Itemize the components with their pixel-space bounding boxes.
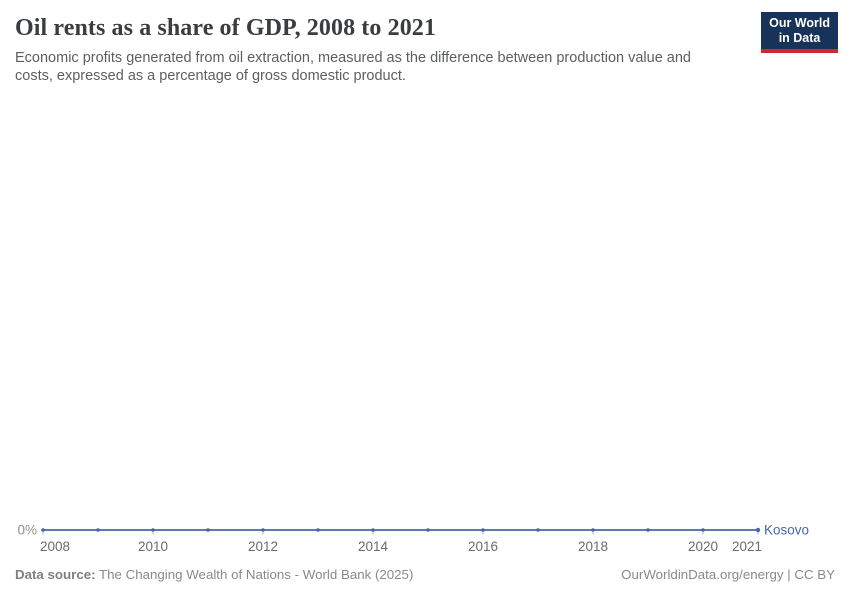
x-axis-tick-label: 2016	[468, 539, 498, 554]
data-point[interactable]	[96, 528, 100, 532]
page-title: Oil rents as a share of GDP, 2008 to 202…	[15, 15, 436, 41]
x-axis-tick-label: 2010	[138, 539, 168, 554]
data-point[interactable]	[426, 528, 430, 532]
y-axis-tick-label: 0%	[17, 523, 37, 538]
data-source-label: Data source:	[15, 567, 96, 582]
chart-header: Oil rents as a share of GDP, 2008 to 202…	[15, 14, 750, 86]
data-point[interactable]	[536, 528, 540, 532]
x-axis-tick-label: 2021	[732, 539, 762, 554]
data-point[interactable]	[755, 527, 761, 533]
x-axis-tick-label: 2008	[40, 539, 70, 554]
x-axis-tick-label: 2018	[578, 539, 608, 554]
data-point[interactable]	[151, 528, 155, 532]
data-source-note: Data source: The Changing Wealth of Nati…	[15, 567, 413, 582]
owid-logo[interactable]: Our World in Data	[761, 12, 838, 53]
data-point[interactable]	[481, 528, 485, 532]
data-point[interactable]	[316, 528, 320, 532]
data-point[interactable]	[41, 528, 45, 532]
owid-logo-line1: Our World	[769, 16, 830, 30]
data-point[interactable]	[261, 528, 265, 532]
data-source-text: The Changing Wealth of Nations - World B…	[95, 567, 414, 582]
data-point[interactable]	[206, 528, 210, 532]
data-point[interactable]	[646, 528, 650, 532]
series-label-kosovo[interactable]: Kosovo	[764, 523, 809, 538]
x-axis-tick-label: 2020	[688, 539, 718, 554]
owid-logo-line2: in Data	[778, 31, 821, 45]
chart-subtitle: Economic profits generated from oil extr…	[15, 49, 691, 85]
owid-url-license[interactable]: OurWorldinData.org/energy | CC BY	[621, 567, 835, 582]
data-point[interactable]	[371, 528, 375, 532]
chart-footer: Data source: The Changing Wealth of Nati…	[15, 567, 835, 582]
x-axis-tick-label: 2014	[358, 539, 389, 554]
data-point[interactable]	[701, 528, 705, 532]
data-point[interactable]	[591, 528, 595, 532]
x-axis-tick-label: 2012	[248, 539, 278, 554]
